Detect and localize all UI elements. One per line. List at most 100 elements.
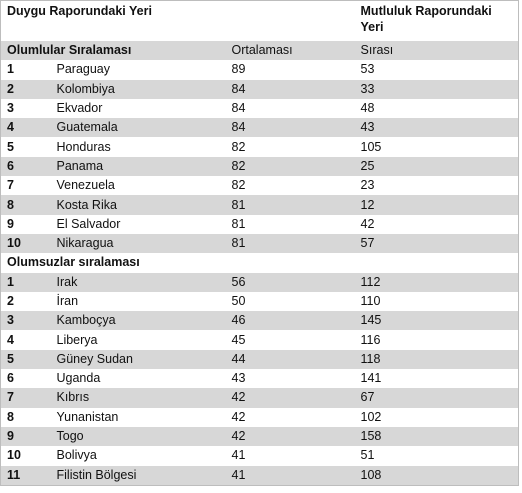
table-row: 6 Panama 82 25 xyxy=(0,156,519,177)
score-value: 42 xyxy=(231,409,246,424)
rank-value: 48 xyxy=(360,101,375,116)
country-name: Liberya xyxy=(56,332,98,347)
table-row: 5 Güney Sudan 44 118 xyxy=(0,349,519,370)
rank-value: 33 xyxy=(354,79,519,99)
score-value: 43 xyxy=(231,371,246,386)
row-number: 4 xyxy=(0,118,51,138)
table-row: 3 Ekvador 84 48 xyxy=(1,99,519,118)
rank-value: 110 xyxy=(360,294,381,308)
country-name: Uganda xyxy=(56,371,101,386)
table-row: 5 Honduras 82 105 xyxy=(1,137,519,156)
country-name: Togo xyxy=(50,426,226,447)
rank-value: 102 xyxy=(360,409,382,424)
rank-value: 116 xyxy=(360,332,381,347)
col-score-label: Ortalaması xyxy=(225,41,355,61)
country-name: Panama xyxy=(50,156,226,177)
country-name: El Salvador xyxy=(56,216,121,231)
country-name: Paraguay xyxy=(56,62,111,77)
country-name: Kolombiya xyxy=(50,79,226,99)
table-row: 7 Kıbrıs 42 67 xyxy=(0,388,519,408)
row-number: 2 xyxy=(7,294,14,308)
row-number: 4 xyxy=(7,332,14,347)
table-row: 9 El Salvador 81 42 xyxy=(1,215,519,234)
rank-value: 25 xyxy=(354,156,519,177)
header-mutluluk: Mutluluk Raporundaki Yeri xyxy=(360,4,492,34)
table-row: 6 Uganda 43 141 xyxy=(1,369,519,388)
col-rank-label: Sırası xyxy=(354,41,519,61)
row-number: 8 xyxy=(0,195,51,215)
country-name: Kosta Rika xyxy=(50,195,226,215)
country-name: Bolivya xyxy=(56,448,97,463)
rank-value: 67 xyxy=(354,388,519,408)
score-value: 46 xyxy=(225,311,355,331)
score-value: 81 xyxy=(231,216,246,231)
score-value: 44 xyxy=(225,349,355,370)
rank-value: 53 xyxy=(360,62,375,77)
score-value: 42 xyxy=(225,388,355,408)
row-number: 6 xyxy=(0,156,51,177)
country-name: Kamboçya xyxy=(50,311,226,331)
table-row: 2 Kolombiya 84 33 xyxy=(0,79,519,99)
score-value: 84 xyxy=(225,79,355,99)
rank-value: 108 xyxy=(354,465,519,486)
table-row: 8 Yunanistan 42 102 xyxy=(1,408,519,427)
country-name: Güney Sudan xyxy=(50,349,226,370)
negative-section-header: Olumsuzlar sıralaması xyxy=(1,253,519,272)
positive-section-title: Olumlular Sıralaması xyxy=(0,41,226,61)
score-value: 81 xyxy=(225,233,355,254)
score-value: 42 xyxy=(225,426,355,447)
rank-value: 118 xyxy=(354,349,519,370)
row-number: 7 xyxy=(0,388,51,408)
score-value: 45 xyxy=(231,332,246,347)
score-value: 41 xyxy=(225,465,355,486)
table-row: 1 Paraguay 89 53 xyxy=(1,60,519,79)
row-number: 7 xyxy=(7,178,14,193)
row-number: 3 xyxy=(0,311,51,331)
rank-value: 12 xyxy=(354,195,519,215)
row-number: 9 xyxy=(0,426,51,447)
table-row: 8 Kosta Rika 81 12 xyxy=(0,195,519,215)
rank-value: 112 xyxy=(354,272,519,292)
row-number: 8 xyxy=(7,409,14,424)
table-row: 11 Filistin Bölgesi 41 108 xyxy=(0,465,519,486)
row-number: 1 xyxy=(7,62,14,77)
country-name: İran xyxy=(56,294,79,308)
rank-value: 141 xyxy=(360,371,382,386)
country-name: Yunanistan xyxy=(56,409,119,424)
rank-value: 43 xyxy=(354,118,519,138)
country-name: Nikaragua xyxy=(50,233,226,254)
header-duygu: Duygu Raporundaki Yeri xyxy=(7,4,152,18)
row-number: 5 xyxy=(7,139,14,154)
row-number: 10 xyxy=(7,448,21,463)
country-name: Irak xyxy=(50,272,226,292)
header-row: Duygu Raporundaki Yeri Mutluluk Raporund… xyxy=(1,1,519,42)
table-row: 2 İran 50 110 xyxy=(1,292,519,311)
row-number: 2 xyxy=(0,79,51,99)
rank-value: 105 xyxy=(360,139,382,154)
score-value: 50 xyxy=(231,294,246,308)
country-name: Guatemala xyxy=(50,118,226,138)
table-row: 4 Liberya 45 116 xyxy=(1,330,519,349)
row-number: 10 xyxy=(0,233,51,254)
rank-value: 23 xyxy=(360,178,375,193)
row-number: 1 xyxy=(0,272,51,292)
row-number: 6 xyxy=(7,371,14,386)
row-number: 11 xyxy=(0,465,51,486)
table-row: 3 Kamboçya 46 145 xyxy=(0,311,519,331)
score-value: 89 xyxy=(231,62,246,77)
rank-value: 145 xyxy=(354,311,519,331)
rank-value: 57 xyxy=(354,233,519,254)
table-row: 10 Bolivya 41 51 xyxy=(1,446,519,465)
country-name: Kıbrıs xyxy=(50,388,226,408)
table-row: 9 Togo 42 158 xyxy=(0,426,519,447)
rank-value: 42 xyxy=(360,216,375,231)
score-value: 82 xyxy=(231,139,246,154)
table-row: 1 Irak 56 112 xyxy=(0,272,519,292)
country-name: Venezuela xyxy=(56,178,115,193)
score-value: 82 xyxy=(225,156,355,177)
negative-section-title: Olumsuzlar sıralaması xyxy=(7,255,140,270)
score-value: 81 xyxy=(225,195,355,215)
country-name: Ekvador xyxy=(56,101,103,116)
